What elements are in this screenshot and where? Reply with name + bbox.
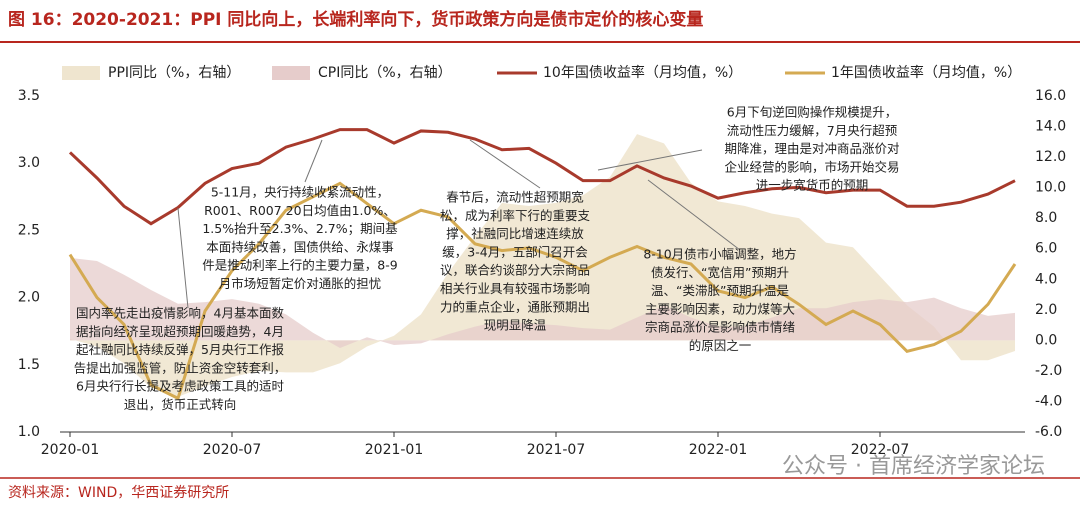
legend-label: CPI同比（%，右轴） [318,65,452,81]
x-tick-label: 2022-01 [689,442,748,458]
x-tick-label: 2020-01 [41,442,100,458]
annotation: 的原因之一 [689,338,752,353]
annotation: 债发行、“宽信用”预期升 [651,265,789,280]
annotation: 6月央行行长提及考虑政策工具的适时 [76,379,284,394]
annotation: 据指向经济呈现超预期回暖趋势，4月 [76,324,284,339]
leader-line [597,149,703,171]
annotation: 温、“类滞胀”预期升温是 [651,283,789,298]
annotation: 起社融同比持续反弹，5月央行工作报 [76,342,284,357]
y2-tick-label: -4.0 [1035,393,1062,409]
y2-tick-label: -2.0 [1035,363,1062,379]
y-tick-label: 3.0 [18,155,40,171]
y2-tick-label: 16.0 [1035,88,1066,104]
leader-line [469,139,541,189]
annotation: 本面持续改善，国债供给、永煤事 [206,239,394,254]
y2-tick-label: 2.0 [1035,302,1057,318]
annotation: 件是推动利率上行的主要力量，8-9 [202,258,397,273]
annotation: 告提出加强监管，防止资金空转套利， [74,360,287,375]
annotation: 议，联合约谈部分大宗商品 [440,263,590,278]
annotation: 企业经营的影响，市场开始交易 [724,159,899,174]
annotation: 进一步宽货币的预期 [756,178,869,193]
y2-tick-label: 6.0 [1035,241,1057,257]
annotation: 期降准，理由是对冲商品涨价对 [724,141,899,156]
annotation: 宗商品涨价是影响债市情绪 [645,320,795,335]
watermark: 公众号 · 首席经济学家论坛 [782,454,1045,479]
annotation: 国内率先走出疫情影响，4月基本面数 [76,306,284,321]
y2-tick-label: 12.0 [1035,149,1066,165]
annotation: 8-10月债市小幅调整，地方 [643,247,796,262]
source: 资料来源：WIND，华西证券研究所 [8,485,229,501]
legend-swatch [62,66,100,80]
area [70,257,1015,348]
y2-tick-label: 8.0 [1035,210,1057,226]
line [68,128,1016,226]
chart-title: 图 16：2020-2021：PPI 同比向上，长端利率向下，货币政策方向是债市… [8,9,703,30]
y-tick-label: 2.5 [18,222,40,238]
x-tick-label: 2021-01 [365,442,424,458]
annotation: 月市场短暂定价对通胀的担忧 [219,276,382,291]
annotation: 5-11月，央行持续收紧流动性， [211,185,389,200]
annotation: 流动性压力缓解，7月央行超预 [727,123,897,138]
y2-tick-label: 4.0 [1035,271,1057,287]
y-tick-label: 2.0 [18,290,40,306]
line [68,181,1017,401]
leader-line [647,179,741,251]
legend-label: 1年国债收益率（月均值，%） [831,64,1021,81]
x-tick-label: 2021-07 [527,442,586,458]
y-tick-label: 1.0 [18,424,40,440]
legend-label: PPI同比（%，右轴） [108,65,240,81]
annotation: 松，成为利率下行的重要支 [440,208,591,223]
leader-line [177,207,189,309]
leader-line [304,139,323,183]
y2-tick-label: 0.0 [1035,332,1057,348]
y-tick-label: 1.5 [18,357,40,373]
annotation: R001、R007 20日均值由1.0%、 [204,203,396,218]
y2-tick-label: 14.0 [1035,119,1066,135]
leader-lines [177,139,741,309]
legend-swatch [272,66,310,80]
annotation: 主要影响因素，动力煤等大 [645,301,795,316]
x-tick-label: 2022-07 [851,442,910,458]
annotation: 6月下旬逆回购操作规模提升， [727,105,897,120]
legend-label: 10年国债收益率（月均值，%） [543,64,742,81]
x-tick-label: 2020-07 [203,442,262,458]
annotation: 缓，3-4月，五部门召开会 [442,244,588,259]
y2-tick-label: -6.0 [1035,424,1062,440]
annotation: 退出，货币正式转向 [124,397,237,412]
annotation: 1.5%抬升至2.3%、2.7%；期间基 [202,221,398,236]
y2-tick-label: 10.0 [1035,180,1066,196]
annotation: 春节后，流动性超预期宽 [446,190,584,205]
annotation: 现明显降温 [484,318,547,333]
annotation: 力的重点企业，通胀预期出 [440,299,590,314]
annotation: 撑，社融同比增速连续放 [446,226,584,241]
annotation: 相关行业具有较强市场影响 [440,281,590,296]
y-tick-label: 3.5 [18,88,40,104]
